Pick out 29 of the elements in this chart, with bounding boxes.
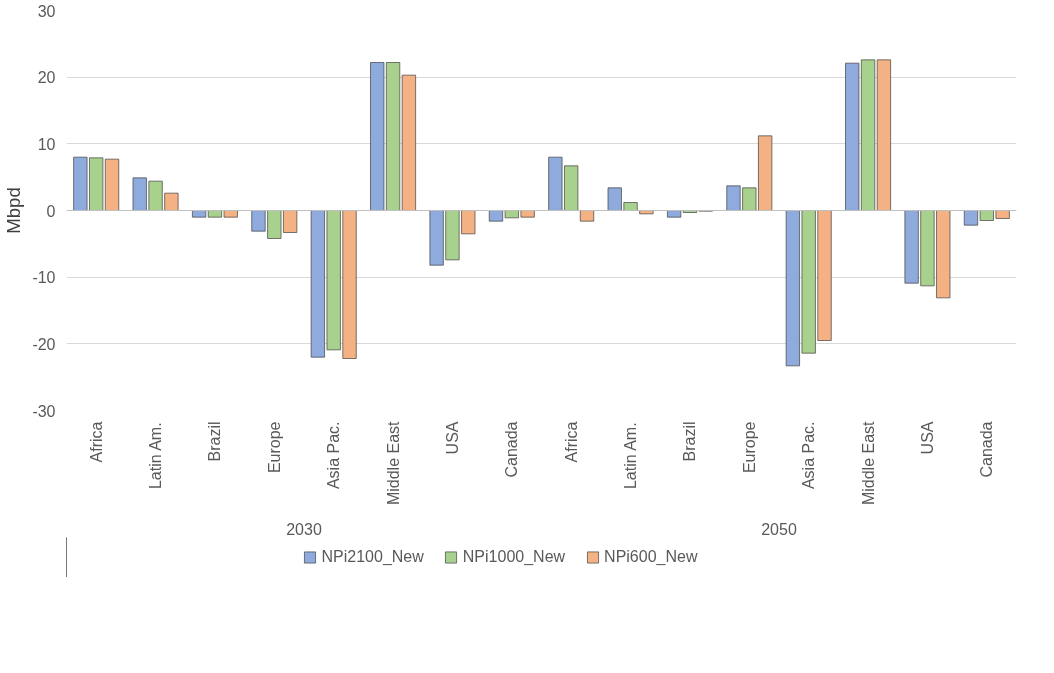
y-tick-label: -30: [32, 402, 56, 420]
x-tick-label: Asia Pac.: [800, 421, 818, 490]
x-tick-label: Africa: [87, 421, 105, 463]
legend-label: NPi600_New: [604, 548, 698, 566]
y-tick-label: 20: [37, 69, 56, 87]
x-tick-label: USA: [443, 421, 461, 455]
y-tick-label: 30: [37, 2, 56, 20]
x-tick-label: Brazil: [681, 421, 699, 462]
text: 2050: [761, 520, 797, 538]
legend-label: NPi2100_New: [321, 548, 424, 566]
x-tick-label: Brazil: [206, 421, 224, 462]
x-tick-label: Middle East: [384, 420, 402, 506]
x-tick-label: Latin Am.: [147, 422, 165, 490]
y-tick-label: 10: [37, 135, 56, 153]
x-tick-label: Asia Pac.: [325, 421, 343, 490]
y-axis-title: Mbpd: [3, 187, 25, 234]
x-tick-label: Europe: [740, 421, 758, 474]
y-tick-label: -10: [32, 269, 56, 287]
x-tick-label: USA: [918, 421, 936, 455]
x-tick-label: Middle East: [859, 420, 877, 506]
x-tick-label: Canada: [978, 421, 996, 478]
x-tick-label: Latin Am.: [622, 422, 640, 490]
x-tick-label: Europe: [265, 421, 283, 474]
y-tick-label: -20: [32, 335, 56, 353]
x-tick-label: Africa: [562, 421, 580, 463]
x-tick-label: Canada: [503, 421, 521, 478]
legend-label: NPi1000_New: [462, 548, 566, 566]
text: 2030: [286, 520, 322, 538]
y-tick-label: 0: [46, 202, 56, 220]
